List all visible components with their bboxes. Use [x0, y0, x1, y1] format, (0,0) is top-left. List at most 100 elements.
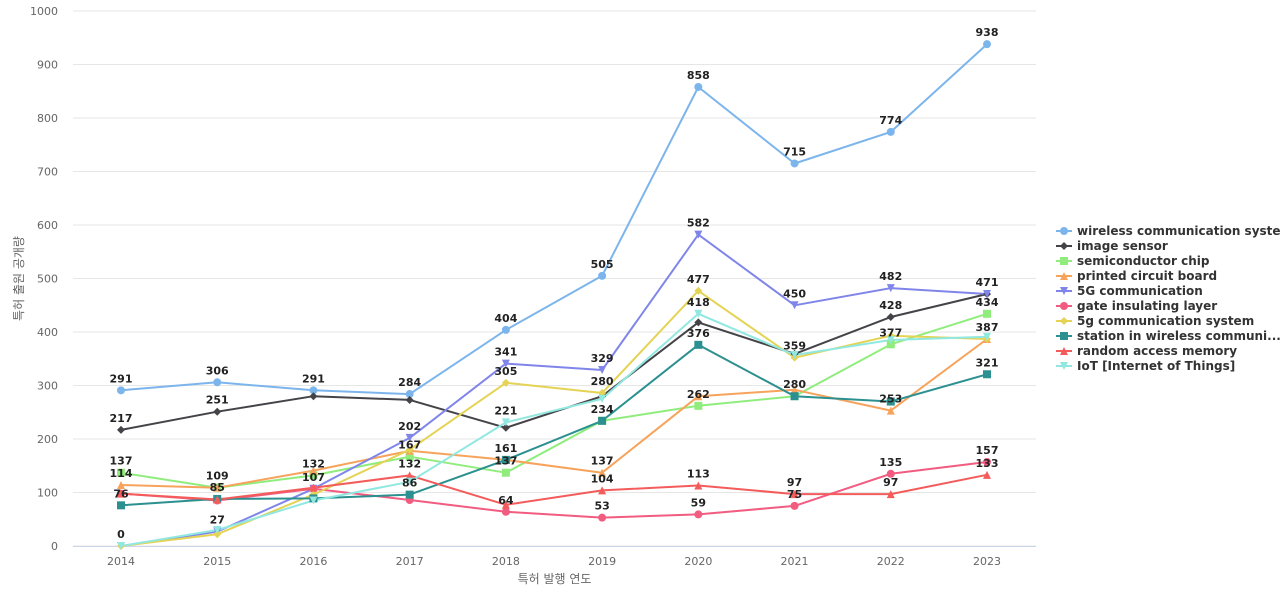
data-point [886, 336, 895, 345]
y-tick-label: 500 [37, 273, 58, 286]
data-label: 582 [687, 217, 710, 230]
data-point [983, 470, 991, 479]
data-label: 253 [879, 393, 902, 406]
data-point [117, 501, 125, 510]
data-point [886, 490, 895, 499]
data-label: 280 [783, 378, 806, 391]
data-label: 262 [687, 388, 710, 401]
x-tick-label: 2023 [973, 555, 1001, 568]
data-label: 404 [494, 312, 517, 325]
legend-item[interactable]: IoT [Internet of Things] [1056, 359, 1235, 373]
data-point [501, 507, 510, 516]
data-point [598, 416, 607, 425]
data-point [213, 525, 222, 534]
series-markers [117, 40, 991, 550]
legend-item[interactable]: 5g communication system [1056, 314, 1254, 328]
x-axis-title: 특허 발행 연도 [518, 571, 592, 586]
data-point [117, 425, 125, 434]
data-label: 217 [110, 412, 133, 425]
axes: 0 100 200 300 400 500 600 700 800 900 1000 2014 2015… [12, 5, 1036, 586]
data-label: 161 [494, 442, 517, 455]
data-label: 133 [976, 457, 999, 470]
data-label: 97 [883, 476, 898, 489]
data-label: 202 [398, 420, 421, 433]
data-point [309, 496, 318, 505]
data-label: 284 [398, 376, 421, 389]
data-label: 109 [206, 470, 229, 483]
legend-marker [1060, 272, 1068, 280]
legend-item[interactable]: wireless communication system [1056, 224, 1280, 238]
data-point [694, 340, 703, 349]
x-tick-label: 2016 [299, 555, 327, 568]
legend-marker [1060, 332, 1068, 340]
legend-item[interactable]: image sensor [1056, 239, 1168, 253]
series-line [120, 233, 988, 547]
data-point [501, 468, 510, 477]
data-point [598, 513, 607, 522]
data-point [501, 455, 510, 464]
data-label: 132 [398, 457, 421, 470]
data-label: 137 [591, 455, 614, 468]
legend-item[interactable]: gate insulating layer [1056, 299, 1217, 313]
legend-item[interactable]: semiconductor chip [1056, 254, 1210, 268]
data-point [790, 301, 799, 310]
legend-marker [1060, 347, 1068, 355]
legend-marker [1060, 227, 1068, 235]
data-labels: 291 306 291 284 404 505 858 715 774 938 217 251 428 4… [110, 26, 999, 541]
data-point [405, 477, 414, 486]
legend-label: gate insulating layer [1077, 299, 1217, 313]
legend-item[interactable]: random access memory [1056, 344, 1237, 358]
data-point [405, 471, 414, 480]
data-point [501, 500, 510, 509]
data-label: 715 [783, 145, 806, 158]
data-point [405, 433, 414, 442]
data-label: 376 [687, 327, 710, 340]
data-label: 53 [594, 500, 609, 513]
data-label: 251 [206, 394, 229, 407]
data-point [501, 325, 510, 334]
data-point [405, 395, 414, 404]
data-label: 0 [117, 528, 125, 541]
data-label: 505 [591, 258, 614, 271]
data-label: 234 [591, 403, 614, 416]
series-line [120, 43, 988, 396]
x-tick-label: 2020 [684, 555, 712, 568]
x-tick-label: 2022 [877, 555, 905, 568]
legend-item[interactable]: printed circuit board [1056, 269, 1217, 283]
data-point [213, 407, 222, 416]
x-tick-label: 2018 [492, 555, 520, 568]
data-point [886, 397, 895, 406]
data-point [117, 489, 125, 498]
data-label: 280 [591, 375, 614, 388]
data-point [117, 481, 125, 490]
data-label: 387 [976, 321, 999, 334]
data-label: 132 [302, 457, 325, 470]
series-line [120, 312, 988, 489]
legend-marker [1060, 317, 1068, 325]
data-label: 104 [591, 472, 614, 485]
data-label: 291 [302, 372, 325, 385]
y-tick-label: 800 [37, 112, 58, 125]
y-tick-label: 0 [51, 540, 58, 553]
data-point [886, 127, 895, 136]
legend-item[interactable]: station in wireless communi... [1056, 329, 1280, 343]
legend-label: IoT [Internet of Things] [1077, 359, 1235, 373]
data-label: 113 [687, 468, 710, 481]
data-point [983, 290, 991, 299]
series-line [120, 312, 988, 547]
data-label: 27 [210, 514, 225, 527]
gridlines [73, 10, 1036, 547]
legend-item[interactable]: 5G communication [1056, 284, 1203, 298]
data-label: 114 [110, 467, 133, 480]
data-point [598, 468, 607, 477]
data-point [309, 466, 318, 475]
x-tick-label: 2019 [588, 555, 616, 568]
data-label: 306 [206, 364, 229, 377]
data-label: 428 [879, 299, 902, 312]
data-label: 221 [494, 404, 517, 417]
data-label: 75 [787, 488, 802, 501]
data-point [117, 468, 125, 477]
data-label: 858 [687, 69, 710, 82]
